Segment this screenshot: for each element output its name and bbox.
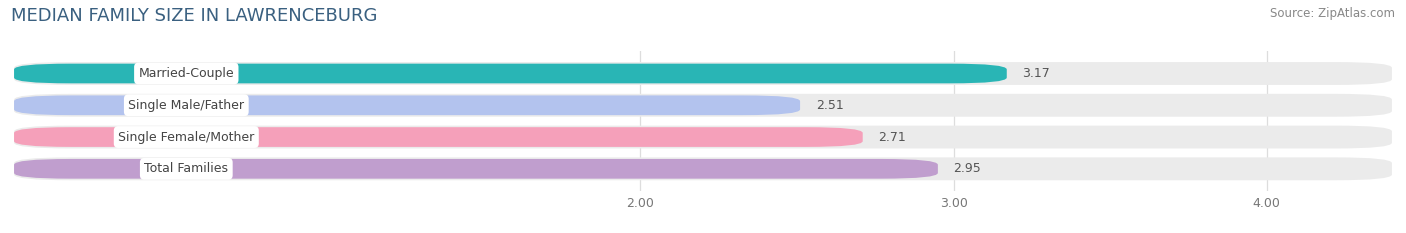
Text: 2.51: 2.51 [815, 99, 844, 112]
FancyBboxPatch shape [14, 96, 800, 115]
FancyBboxPatch shape [14, 159, 938, 179]
FancyBboxPatch shape [14, 94, 1392, 117]
FancyBboxPatch shape [14, 157, 1392, 180]
FancyBboxPatch shape [14, 126, 1392, 148]
FancyBboxPatch shape [14, 64, 1007, 83]
Text: Total Families: Total Families [145, 162, 228, 175]
Text: 2.95: 2.95 [953, 162, 981, 175]
Text: 2.71: 2.71 [879, 130, 905, 144]
Text: Source: ZipAtlas.com: Source: ZipAtlas.com [1270, 7, 1395, 20]
Text: MEDIAN FAMILY SIZE IN LAWRENCEBURG: MEDIAN FAMILY SIZE IN LAWRENCEBURG [11, 7, 378, 25]
Text: Single Female/Mother: Single Female/Mother [118, 130, 254, 144]
Text: Married-Couple: Married-Couple [138, 67, 235, 80]
Text: 3.17: 3.17 [1022, 67, 1050, 80]
FancyBboxPatch shape [14, 62, 1392, 85]
Text: Single Male/Father: Single Male/Father [128, 99, 245, 112]
FancyBboxPatch shape [14, 127, 863, 147]
